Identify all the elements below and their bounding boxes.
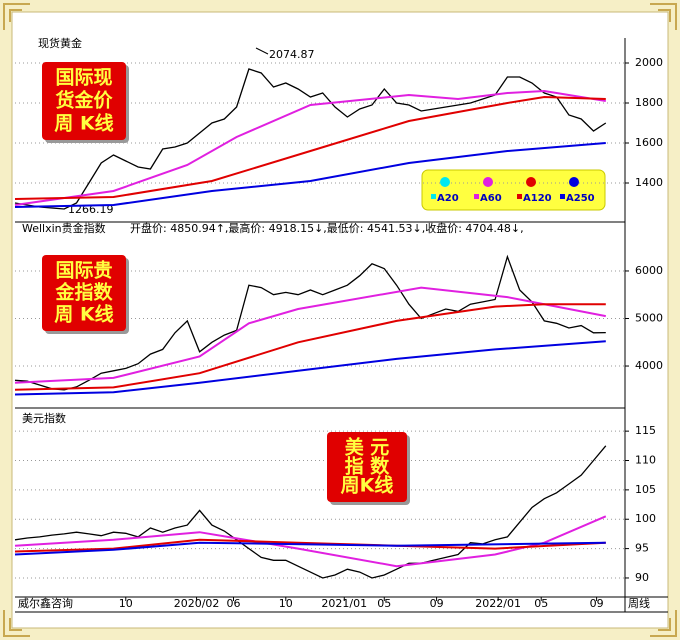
ma-line <box>14 95 606 200</box>
y-tick-label: 1400 <box>635 176 663 189</box>
annotation-leader <box>255 47 269 55</box>
y-tick-label: 90 <box>635 571 649 584</box>
ma-line <box>14 89 606 206</box>
legend-label: A60 <box>480 193 502 204</box>
label-box-text: 金指数 <box>54 281 113 304</box>
y-tick-label: 115 <box>635 424 656 437</box>
label-box-text: 美 元 <box>345 436 390 459</box>
label-box-text: 国际贵 <box>55 260 112 282</box>
y-tick-label: 110 <box>635 454 656 467</box>
label-box-text: 指 数 <box>345 455 391 478</box>
legend-swatch <box>431 194 436 199</box>
legend-swatch <box>517 194 522 199</box>
label-box <box>327 432 407 502</box>
label-box <box>42 62 126 140</box>
y-tick-label: 1800 <box>635 96 663 109</box>
footer-right: 周线 <box>628 596 650 610</box>
legend-dot <box>569 177 579 187</box>
x-tick-label: 06 <box>226 597 240 610</box>
legend <box>421 169 606 211</box>
price-line <box>14 445 607 579</box>
x-tick-label: 09 <box>430 597 444 610</box>
legend-label: A250 <box>566 193 595 204</box>
x-tick-label: 2022/01 <box>475 597 521 610</box>
x-tick-label: 05 <box>534 597 548 610</box>
ma-line <box>14 142 606 208</box>
legend-swatch <box>474 194 479 199</box>
legend-dot <box>440 177 450 187</box>
panel-borders <box>15 38 668 613</box>
label-box-text: 周 K线 <box>54 303 113 326</box>
label-box-text: 周 K线 <box>54 112 113 135</box>
label-box-text: 国际现 <box>55 67 112 89</box>
ma-line <box>14 538 606 553</box>
y-tick-label: 4000 <box>635 359 663 372</box>
panel-subtitle: 开盘价: 4850.94↑,最高价: 4918.15↓,最低价: 4541.53… <box>130 221 524 235</box>
annotation: 2074.87 <box>269 48 315 61</box>
ma-line <box>14 340 606 396</box>
legend-label: A120 <box>523 193 552 204</box>
panel-title: Wellxin贵金指数 <box>22 221 106 235</box>
x-tick-label: 2021/01 <box>321 597 367 610</box>
x-tick-label: 05 <box>377 597 391 610</box>
legend-dot <box>483 177 493 187</box>
footer-left: 威尔鑫咨询 <box>18 596 73 610</box>
y-tick-label: 5000 <box>635 312 663 325</box>
corner-decor <box>3 3 677 637</box>
y-tick-label: 6000 <box>635 264 663 277</box>
x-tick-label: 10 <box>279 597 293 610</box>
legend-swatch <box>560 194 565 199</box>
y-tick-label: 2000 <box>635 56 663 69</box>
legend-dot <box>526 177 536 187</box>
price-line <box>14 68 607 210</box>
y-tick-label: 1600 <box>635 136 663 149</box>
y-tick-label: 100 <box>635 512 656 525</box>
ma-line <box>14 303 606 391</box>
label-box-text: 周K线 <box>341 474 394 497</box>
ma-line <box>14 541 606 556</box>
x-tick-label: 10 <box>119 597 133 610</box>
panel-title: 现货黄金 <box>38 36 82 50</box>
panel-title: 美元指数 <box>22 411 66 425</box>
y-tick-label: 105 <box>635 483 656 496</box>
price-line <box>14 254 606 391</box>
label-box <box>42 255 126 331</box>
legend-label: A20 <box>437 193 459 204</box>
x-tick-label: 2020/02 <box>174 597 220 610</box>
x-tick-label: 09 <box>590 597 604 610</box>
y-tick-label: 95 <box>635 542 649 555</box>
label-box-text: 货金价 <box>55 89 113 112</box>
